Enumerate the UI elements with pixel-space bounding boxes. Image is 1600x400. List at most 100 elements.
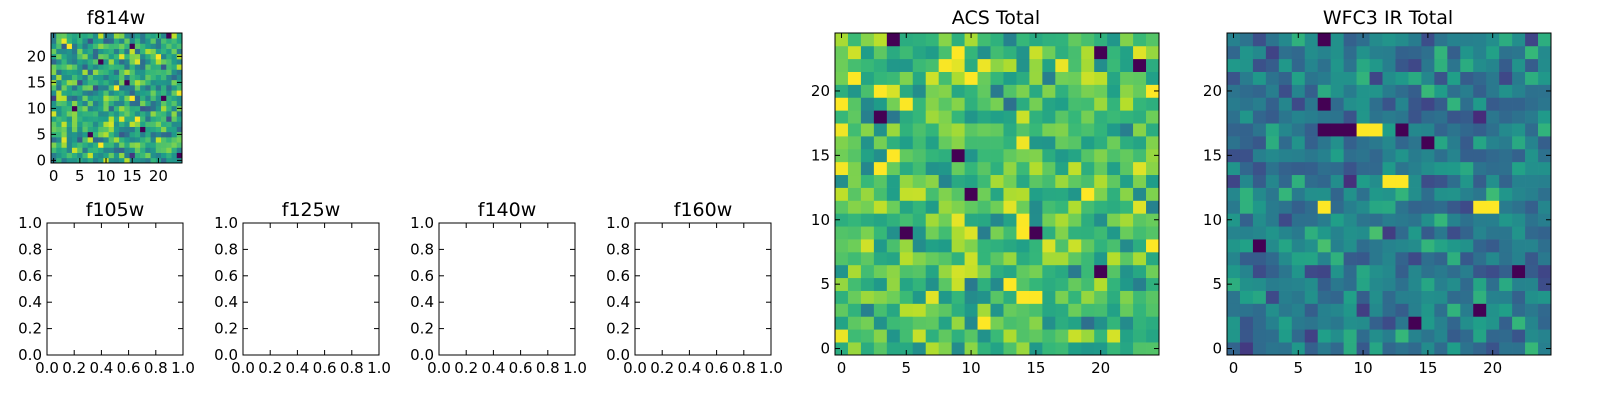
heatmap-cell xyxy=(1278,187,1293,201)
heatmap-cell xyxy=(938,226,952,240)
heatmap-cell xyxy=(1081,239,1095,253)
heatmap-cell xyxy=(925,71,940,85)
heatmap-cell xyxy=(951,148,965,163)
heatmap-cell xyxy=(1460,84,1474,98)
heatmap-cell xyxy=(176,48,183,55)
heatmap-cell xyxy=(92,79,99,86)
heatmap-cell xyxy=(1133,110,1147,124)
heatmap-cell xyxy=(56,137,62,143)
heatmap-cell xyxy=(1356,213,1370,227)
heatmap-cell xyxy=(1473,123,1487,137)
panel-title: f125w xyxy=(282,199,341,221)
heatmap-cell xyxy=(56,152,62,159)
heatmap-cell xyxy=(103,105,109,112)
heatmap-cell xyxy=(1029,123,1043,137)
heatmap-cell xyxy=(161,105,167,112)
heatmap-cell xyxy=(150,126,157,133)
heatmap-cell xyxy=(899,226,914,240)
heatmap-cell xyxy=(860,58,875,72)
heatmap-cell xyxy=(1055,45,1069,60)
heatmap-cell xyxy=(1055,200,1069,214)
heatmap-cell xyxy=(150,69,157,75)
heatmap-cell xyxy=(1094,264,1108,279)
heatmap-cell xyxy=(938,71,952,85)
heatmap-cell xyxy=(951,329,965,343)
heatmap-cell xyxy=(92,95,99,101)
x-tick-label: 5 xyxy=(1294,359,1304,377)
heatmap-cell xyxy=(1239,45,1254,60)
heatmap-cell xyxy=(925,187,940,201)
heatmap-cell xyxy=(938,161,952,176)
heatmap-cell xyxy=(108,74,115,81)
heatmap-cell xyxy=(912,303,927,317)
heatmap-cell xyxy=(1068,58,1082,72)
heatmap-cell xyxy=(1512,329,1526,343)
heatmap-cell xyxy=(1146,226,1160,240)
heatmap-cell xyxy=(161,152,167,159)
heatmap-cell xyxy=(124,69,130,75)
heatmap-cell xyxy=(1252,136,1267,150)
heatmap-cell xyxy=(119,116,125,122)
heatmap-cell xyxy=(1512,84,1526,98)
heatmap-cell xyxy=(951,303,965,317)
heatmap-cell xyxy=(1356,277,1370,291)
x-tick-label: 0.8 xyxy=(732,359,756,377)
heatmap-cell xyxy=(912,174,927,188)
heatmap-cell xyxy=(1473,213,1487,227)
heatmap-cell xyxy=(847,239,862,253)
heatmap-cell xyxy=(1330,264,1344,279)
heatmap-cell xyxy=(899,161,914,176)
heatmap-cell xyxy=(1473,84,1487,98)
x-tick-label: 1.0 xyxy=(563,359,587,377)
heatmap-cell xyxy=(113,53,120,60)
heatmap-cell xyxy=(71,105,78,112)
heatmap-cell xyxy=(155,152,162,159)
heatmap-cell xyxy=(1499,342,1513,356)
heatmap-cell xyxy=(977,136,991,150)
heatmap-cell xyxy=(134,33,141,39)
heatmap-cell xyxy=(176,152,183,159)
y-tick-label: 0.6 xyxy=(18,267,42,285)
heatmap-cell xyxy=(98,69,104,75)
heatmap-cell xyxy=(140,90,146,96)
heatmap-cell xyxy=(98,33,104,39)
heatmap-cell xyxy=(1029,136,1043,150)
heatmap-cell xyxy=(835,84,849,98)
heatmap-cell xyxy=(860,45,875,60)
heatmap-cell xyxy=(166,74,172,81)
heatmap-cell xyxy=(1107,45,1121,60)
heatmap-cell xyxy=(1094,187,1108,201)
heatmap-cell xyxy=(1447,251,1461,266)
heatmap-cell xyxy=(66,116,73,122)
heatmap-cell xyxy=(990,251,1004,266)
heatmap-cell xyxy=(66,152,73,159)
heatmap-cell xyxy=(134,121,141,127)
heatmap-cell xyxy=(951,213,965,227)
heatmap-cell xyxy=(886,264,901,279)
heatmap-cell xyxy=(951,239,965,253)
heatmap-cell xyxy=(108,43,115,49)
heatmap-cell xyxy=(1016,97,1030,111)
heatmap-cell xyxy=(1447,329,1461,343)
heatmap-cell xyxy=(912,226,927,240)
heatmap-cell xyxy=(860,342,875,356)
heatmap-cell xyxy=(166,48,172,55)
heatmap-cell xyxy=(124,43,130,49)
heatmap-cell xyxy=(1081,251,1095,266)
heatmap-cell xyxy=(1227,226,1241,240)
heatmap-cell xyxy=(1447,226,1461,240)
heatmap-cell xyxy=(990,174,1004,188)
heatmap-cell xyxy=(1356,71,1370,85)
heatmap-cell xyxy=(1146,239,1160,253)
heatmap-cell xyxy=(1421,239,1435,253)
heatmap-cell xyxy=(899,277,914,291)
heatmap-cell xyxy=(899,342,914,356)
heatmap-cell xyxy=(990,148,1004,163)
heatmap-cell xyxy=(1356,200,1370,214)
heatmap-cell xyxy=(1317,174,1332,188)
heatmap-cell xyxy=(1265,342,1280,356)
y-tick-label: 20 xyxy=(811,82,830,100)
heatmap-cell xyxy=(56,59,62,65)
heatmap-cell xyxy=(951,136,965,150)
heatmap-cell xyxy=(1239,200,1254,214)
